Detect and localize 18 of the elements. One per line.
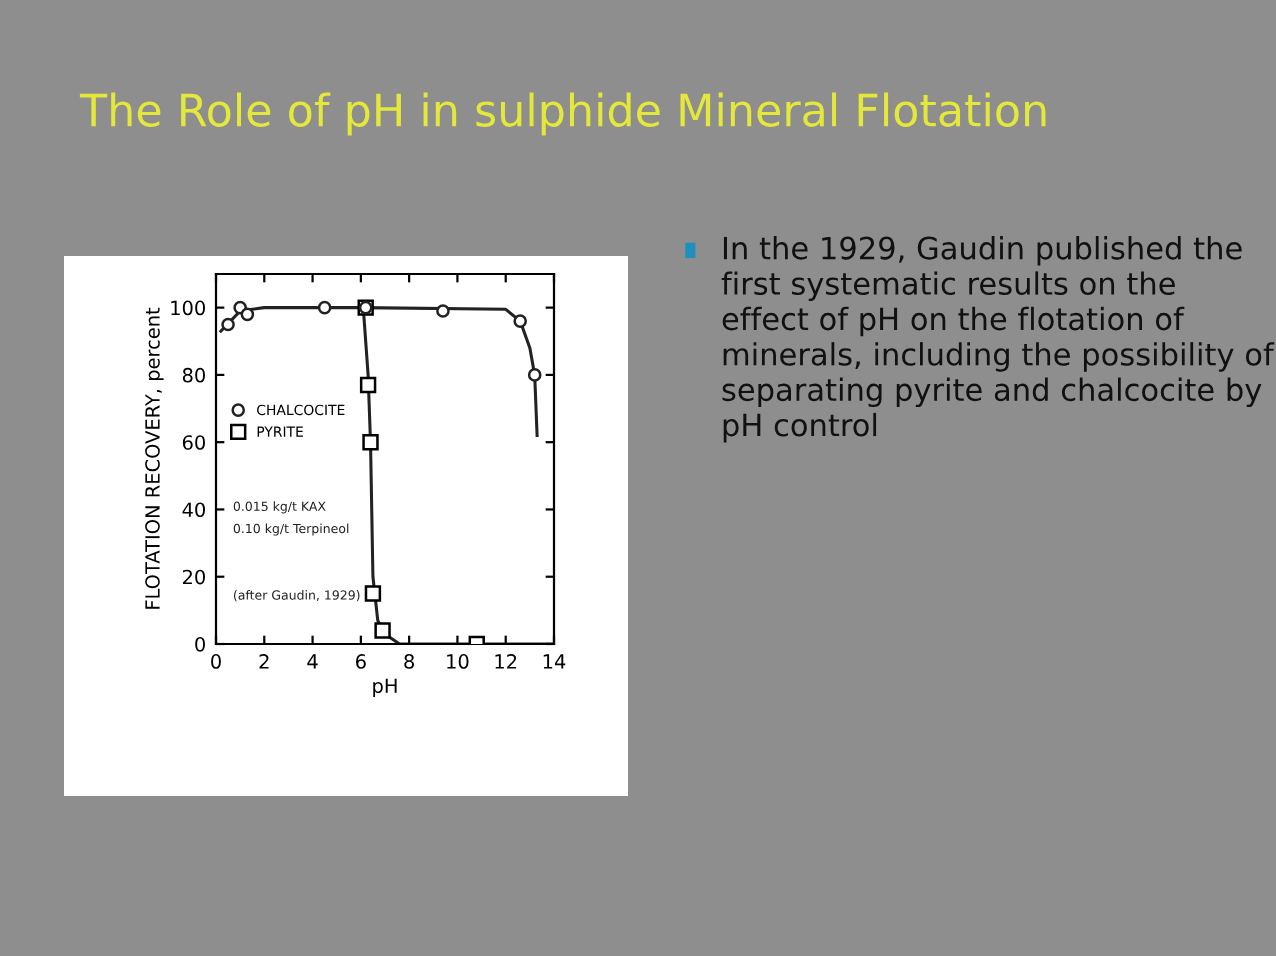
chart-title: The Role of pH in sulphide Mineral Flotation (79, 92, 1046, 136)
x-tick-label: 10 (447, 654, 469, 669)
x-tick-label: 4 (307, 654, 318, 669)
x-tick-label: 6 (356, 654, 366, 669)
y-axis-title: FLOTATION RECOVERY, percent (145, 307, 164, 609)
x-axis-title: pH (373, 678, 397, 697)
x-tick-label: 14 (543, 654, 566, 669)
y-tick-label: 0 (195, 636, 205, 652)
y-tick-label: 40 (182, 502, 205, 518)
x-tick-label: 12 (495, 654, 517, 669)
x-tick-label: 0 (211, 654, 221, 669)
x-tick-label: 2 (259, 654, 269, 669)
y-tick-label: 20 (182, 569, 205, 585)
y-tick-label: 100 (171, 300, 205, 316)
x-tick-label: 8 (404, 654, 414, 669)
y-tick-label: 60 (182, 435, 205, 450)
y-tick-label: 80 (182, 367, 205, 383)
text: In the 1929, Gaudin published the first systematic results on the effect of pH on the flotation of minerals, including the possibility of separating pyrite and chalcocite by pH control (721, 236, 1275, 443)
